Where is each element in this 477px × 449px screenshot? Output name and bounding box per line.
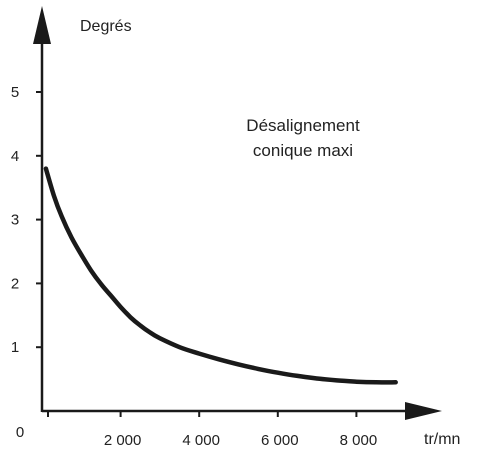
y-ticks: 1 2 3 4 5 (11, 84, 42, 356)
x-tick-label: 6 000 (261, 432, 299, 449)
annotation-line-1: Désalignement (246, 116, 360, 135)
y-tick-label: 5 (11, 84, 19, 101)
origin-label: 0 (16, 424, 24, 441)
axes (33, 6, 442, 420)
x-tick-label: 2 000 (104, 432, 142, 449)
y-axis-arrow-icon (33, 6, 51, 44)
y-tick-label: 4 (11, 148, 19, 165)
annotation-line-2: conique maxi (253, 141, 353, 160)
y-tick-label: 3 (11, 212, 19, 229)
y-tick-label: 1 (11, 339, 19, 356)
series-layer (46, 169, 396, 383)
series-line (46, 169, 396, 383)
x-ticks: 2 000 4 000 6 000 8 000 (48, 411, 377, 449)
x-axis-title: tr/mn (424, 431, 460, 448)
y-tick-label: 2 (11, 275, 19, 292)
x-axis-arrow-icon (405, 402, 442, 420)
x-tick-label: 4 000 (182, 432, 220, 449)
y-axis-title: Degrés (80, 18, 132, 35)
x-tick-label: 8 000 (340, 432, 378, 449)
